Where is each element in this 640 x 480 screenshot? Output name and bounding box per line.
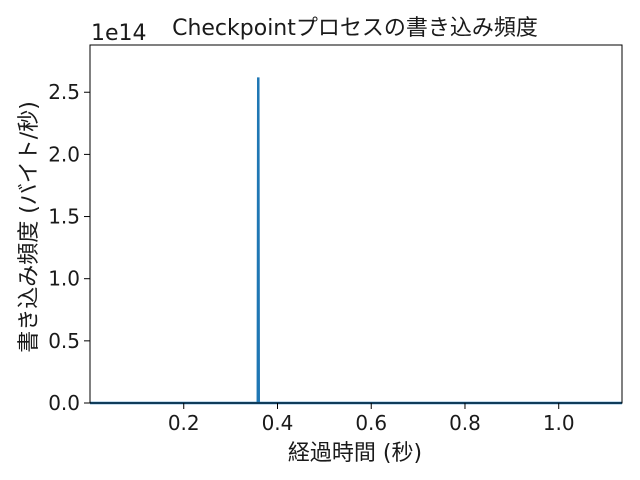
x-tick-label: 0.2 [168, 411, 200, 435]
y-tick-label: 2.0 [48, 142, 80, 166]
plot-area: 0.2 0.4 0.6 0.8 1.0 0.0 0.5 1.0 1.5 2.0 2.5 [48, 44, 623, 435]
y-tick-label: 0.5 [48, 329, 80, 353]
y-tick-label: 1.5 [48, 205, 80, 229]
y-tick-label: 2.5 [48, 80, 80, 104]
y-axis-label: 書き込み頻度 (バイト/秒) [17, 101, 42, 353]
series-line-0 [90, 77, 622, 405]
x-tick-label: 0.8 [449, 411, 481, 435]
plot-frame [89, 44, 623, 404]
x-tick-label: 0.4 [262, 411, 294, 435]
y-tick-label: 0.0 [48, 391, 80, 415]
y-tick-label: 1.0 [48, 267, 80, 291]
x-tick-label: 1.0 [543, 411, 575, 435]
x-axis-label: 経過時間 (秒) [288, 441, 422, 466]
y-offset-text: 1e14 [91, 21, 147, 46]
x-tick-label: 0.6 [355, 411, 387, 435]
chart-title: Checkpointプロセスの書き込み頻度 [172, 16, 538, 41]
